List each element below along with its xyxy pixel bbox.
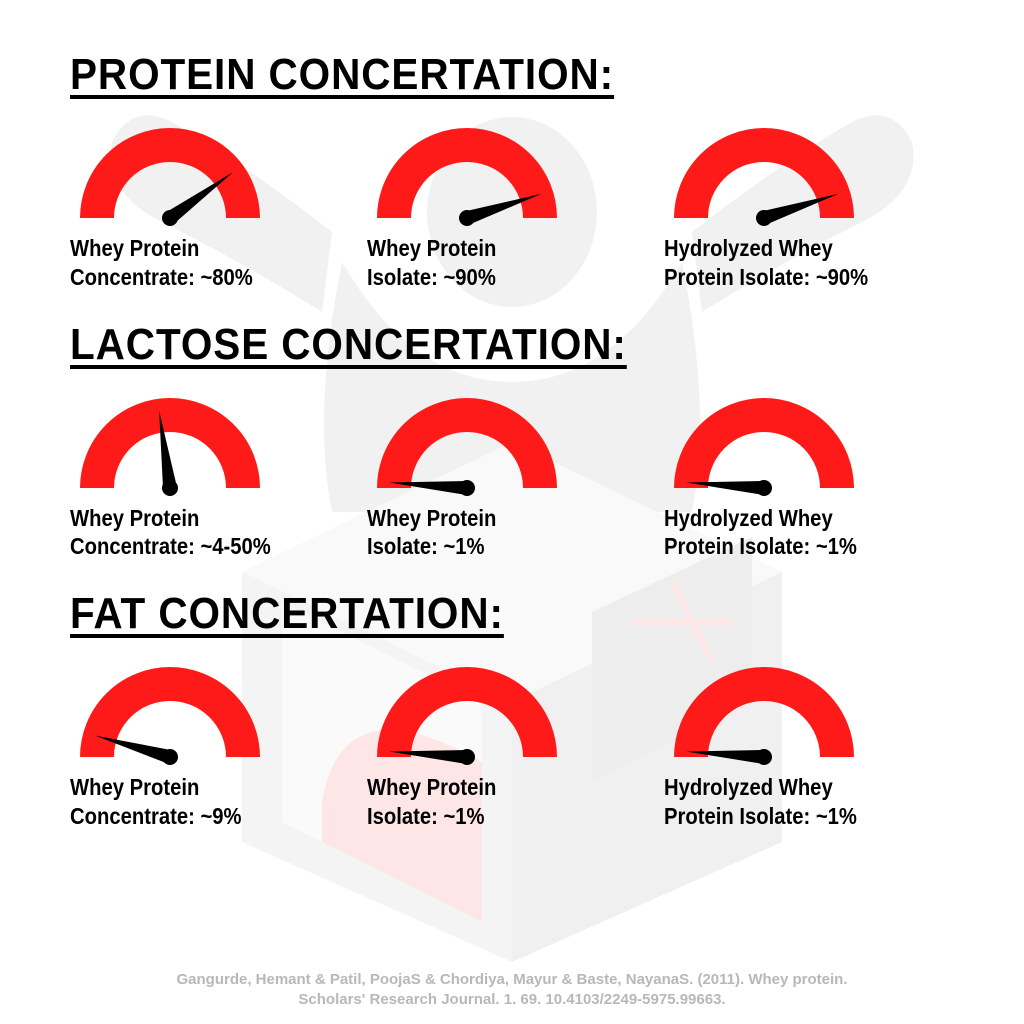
gauge-icon xyxy=(70,118,270,228)
gauge-caption: Hydrolyzed Whey Protein Isolate: ~1% xyxy=(664,504,857,562)
gauge-icon xyxy=(664,388,864,498)
gauge-caption: Whey Protein Concentrate: ~80% xyxy=(70,234,253,292)
row-lactose: Whey Protein Concentrate: ~4-50% Whey Pr… xyxy=(60,388,964,562)
gauge-icon xyxy=(367,657,567,767)
gauge-icon xyxy=(664,657,864,767)
row-protein: Whey Protein Concentrate: ~80% Whey Prot… xyxy=(60,118,964,292)
section-title-fat: FAT CONCERTATION: xyxy=(70,589,892,639)
gauge-fat-isolate: Whey Protein Isolate: ~1% xyxy=(367,657,657,831)
gauge-icon xyxy=(70,388,270,498)
gauge-icon xyxy=(70,657,270,767)
gauge-fat-concentrate: Whey Protein Concentrate: ~9% xyxy=(70,657,360,831)
gauge-protein-concentrate: Whey Protein Concentrate: ~80% xyxy=(70,118,360,292)
gauge-caption: Whey Protein Concentrate: ~4-50% xyxy=(70,504,271,562)
gauge-icon xyxy=(367,388,567,498)
gauge-fat-hydrolyzed: Hydrolyzed Whey Protein Isolate: ~1% xyxy=(664,657,954,831)
gauge-caption: Whey Protein Isolate: ~1% xyxy=(367,504,496,562)
gauge-caption: Whey Protein Isolate: ~90% xyxy=(367,234,496,292)
section-title-protein: PROTEIN CONCERTATION: xyxy=(70,50,892,100)
row-fat: Whey Protein Concentrate: ~9% Whey Prote… xyxy=(60,657,964,831)
gauge-icon xyxy=(664,118,864,228)
section-title-lactose: LACTOSE CONCERTATION: xyxy=(70,320,892,370)
gauge-caption: Hydrolyzed Whey Protein Isolate: ~90% xyxy=(664,234,868,292)
gauge-lactose-concentrate: Whey Protein Concentrate: ~4-50% xyxy=(70,388,360,562)
gauge-protein-hydrolyzed: Hydrolyzed Whey Protein Isolate: ~90% xyxy=(664,118,954,292)
gauge-icon xyxy=(367,118,567,228)
gauge-caption: Whey Protein Concentrate: ~9% xyxy=(70,773,242,831)
gauge-lactose-isolate: Whey Protein Isolate: ~1% xyxy=(367,388,657,562)
citation-text: Gangurde, Hemant & Patil, PoojaS & Chord… xyxy=(0,970,1024,1011)
infographic-content: PROTEIN CONCERTATION: Whey Protein Conce… xyxy=(0,0,1024,879)
gauge-protein-isolate: Whey Protein Isolate: ~90% xyxy=(367,118,657,292)
gauge-lactose-hydrolyzed: Hydrolyzed Whey Protein Isolate: ~1% xyxy=(664,388,954,562)
gauge-caption: Whey Protein Isolate: ~1% xyxy=(367,773,496,831)
gauge-caption: Hydrolyzed Whey Protein Isolate: ~1% xyxy=(664,773,857,831)
